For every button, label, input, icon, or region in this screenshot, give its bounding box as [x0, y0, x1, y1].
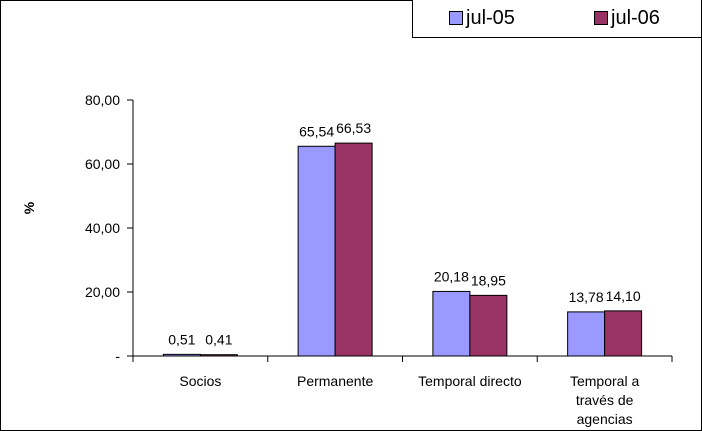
data-label: 14,10	[606, 288, 641, 304]
y-tick-label: 40,00	[85, 220, 120, 236]
x-tick-label: Temporal a	[570, 373, 639, 389]
bar-jul-06	[604, 310, 643, 357]
bar-jul-05	[162, 353, 201, 357]
y-tick-label: -	[115, 348, 120, 364]
x-tick-label: Permanente	[297, 373, 373, 389]
bar-jul-05	[567, 311, 606, 357]
bar-jul-06	[469, 294, 508, 357]
legend-swatch	[449, 11, 463, 25]
y-tick-label: 60,00	[85, 156, 120, 172]
legend-item-jul-06: jul-06	[594, 8, 660, 28]
x-tick-label: Socios	[179, 373, 221, 389]
data-label: 66,53	[336, 120, 371, 136]
data-label: 20,18	[434, 268, 469, 284]
data-label: 0,51	[168, 331, 195, 347]
y-tick-label: 80,00	[85, 92, 120, 108]
bar-jul-06	[334, 142, 373, 357]
bar-jul-06	[199, 354, 238, 357]
bar-jul-05	[297, 145, 336, 357]
data-label: 13,78	[569, 289, 604, 305]
data-label: 0,41	[205, 332, 232, 348]
x-tick-label: agencias	[577, 411, 633, 427]
legend-label: jul-06	[611, 7, 660, 29]
y-axis-label: %	[21, 201, 37, 214]
y-tick-label: 20,00	[85, 284, 120, 300]
legend-swatch	[594, 11, 608, 25]
data-label: 65,54	[299, 123, 334, 139]
bar-jul-05	[432, 290, 471, 357]
x-tick-label: través de	[576, 392, 634, 408]
data-label: 18,95	[471, 272, 506, 288]
x-tick-label: Temporal directo	[418, 373, 522, 389]
legend-item-jul-05: jul-05	[449, 8, 515, 28]
legend: jul-05 jul-06	[412, 0, 701, 38]
legend-label: jul-05	[466, 7, 515, 29]
